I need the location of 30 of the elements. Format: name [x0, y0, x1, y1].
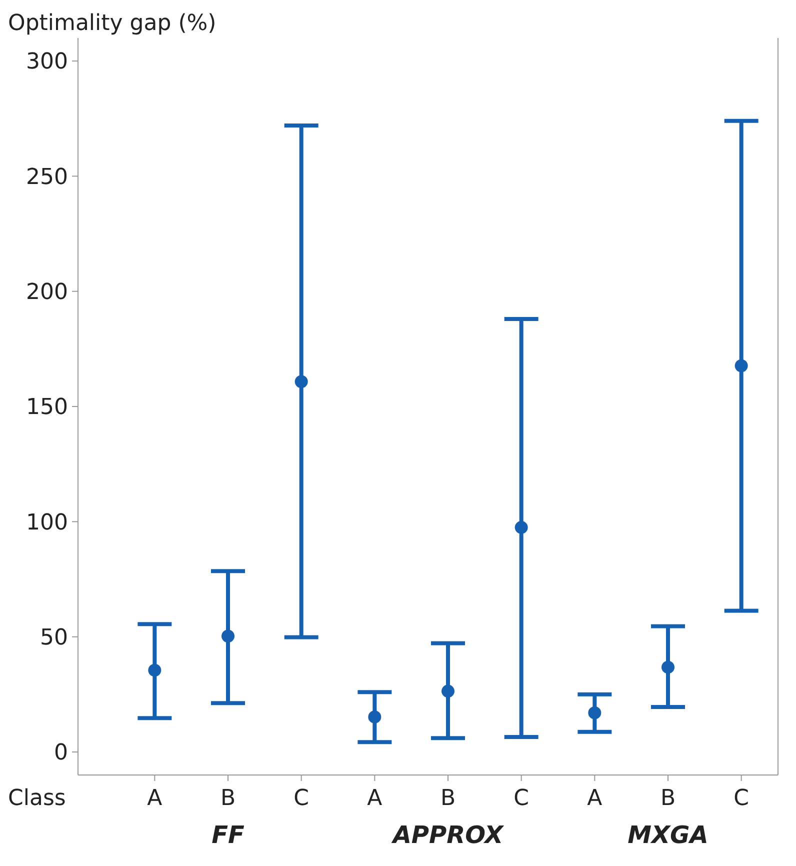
- x-axis-title: Class: [8, 786, 66, 811]
- text: FF: [212, 821, 245, 849]
- text: MXGA: [628, 821, 708, 849]
- point: [148, 664, 162, 677]
- point: [514, 520, 528, 534]
- x-tick-label: B: [660, 786, 676, 811]
- x-tick-label: A: [367, 786, 382, 811]
- y-tick-label: 200: [26, 280, 68, 306]
- y-tick-label: 150: [26, 395, 68, 420]
- point: [588, 706, 602, 720]
- point: [368, 710, 382, 724]
- x-tick-label: A: [147, 786, 162, 811]
- text: APPROX: [390, 821, 505, 849]
- point: [442, 684, 454, 698]
- x-tick-label: C: [734, 786, 750, 811]
- y-axis-title: Optimality gap (%): [8, 11, 216, 36]
- y-tick-label: 250: [26, 164, 68, 190]
- x-tick-label: C: [514, 786, 530, 811]
- y-tick-label: 50: [40, 626, 68, 651]
- x-tick-label: A: [587, 786, 602, 811]
- y-tick-label: 100: [26, 510, 68, 536]
- x-tick-label: B: [220, 786, 236, 811]
- y-tick-label: 0: [54, 740, 68, 766]
- x-tick-label: C: [294, 786, 310, 811]
- point: [734, 359, 748, 372]
- point: [222, 630, 234, 643]
- y-tick-label: 300: [26, 50, 68, 75]
- point: [294, 375, 308, 388]
- x-tick-label: B: [440, 786, 456, 811]
- point: [662, 660, 674, 674]
